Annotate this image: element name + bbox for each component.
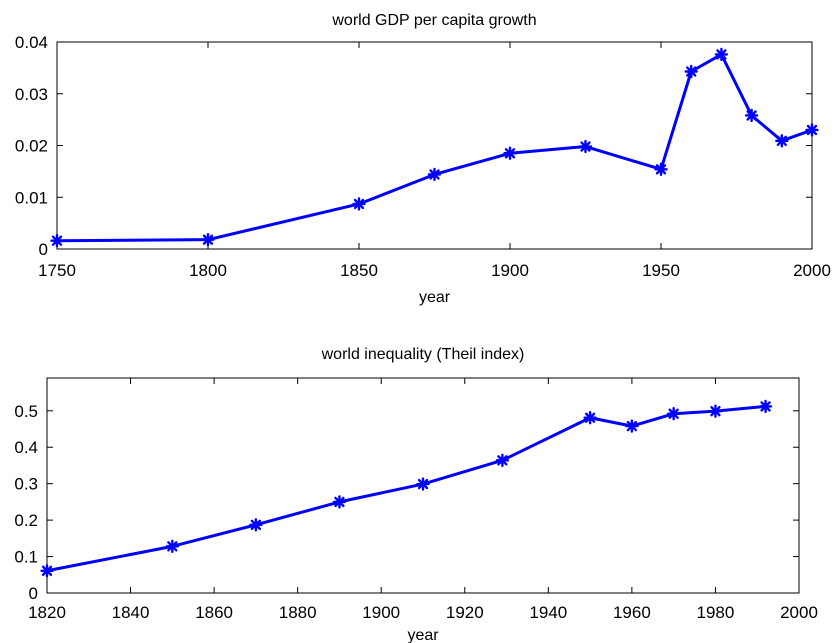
series-line (45, 404, 768, 573)
inequality-chart: world inequality (Theil index) 1820 1840 18… (14, 346, 818, 643)
y-tick-label: 0.01 (15, 188, 48, 207)
y-tick-label: 0.02 (15, 137, 48, 156)
marker-stroke (776, 135, 787, 147)
marker-stroke (806, 124, 818, 136)
x-tick-label: 1850 (340, 261, 378, 280)
data-point-marker (416, 477, 430, 491)
data-point-marker (165, 539, 180, 554)
x-tick-label: 1860 (195, 603, 233, 622)
data-point-marker (352, 197, 366, 211)
marker-stroke (626, 420, 638, 432)
data-point-marker (708, 404, 723, 418)
x-tick-label: 1750 (38, 261, 76, 280)
data-point-marker (40, 564, 54, 578)
data-point-marker (427, 167, 442, 182)
x-axis-label: year (419, 289, 451, 306)
x-tick-label: 1960 (613, 603, 651, 622)
marker-stroke (417, 478, 429, 490)
marker-stroke (250, 519, 262, 531)
data-point-marker (249, 518, 263, 532)
data-point-marker (578, 139, 593, 154)
data-point-marker (744, 108, 759, 123)
x-axis-label: year (407, 627, 439, 643)
data-point-marker (503, 146, 517, 160)
x-tick-label: 1900 (491, 261, 529, 280)
chart-title: world GDP per capita growth (331, 12, 536, 29)
y-tick-label: 0.1 (14, 548, 38, 567)
axes-frame (46, 377, 800, 594)
marker-stroke (668, 408, 679, 419)
x-tick-label: 2000 (780, 603, 818, 622)
data-point-marker (714, 47, 729, 62)
x-tick-label: 1820 (28, 603, 66, 622)
y-tick-label: 0.3 (14, 475, 38, 494)
series-line (55, 52, 814, 243)
data-point-marker (758, 399, 773, 414)
marker-stroke (202, 234, 214, 245)
marker-stroke (429, 169, 440, 180)
y-tick-label: 0.4 (14, 438, 38, 457)
data-point-marker (495, 453, 510, 468)
data-point-marker (201, 232, 215, 247)
x-tick-label: 1950 (642, 261, 680, 280)
marker-stroke (760, 401, 771, 412)
marker-stroke (497, 455, 508, 466)
data-point-marker (332, 495, 347, 509)
x-tick-label: 1800 (189, 261, 227, 280)
marker-stroke (580, 141, 591, 152)
data-point-marker (654, 162, 668, 177)
marker-stroke (353, 198, 365, 210)
marker-stroke (584, 412, 596, 423)
data-point-marker (625, 419, 639, 433)
y-tick-label: 0.5 (14, 402, 38, 421)
marker-stroke (167, 541, 178, 552)
marker-stroke (710, 406, 721, 417)
y-tick-label: 0 (39, 240, 48, 259)
marker-stroke (41, 565, 53, 576)
x-tick-label: 1840 (112, 603, 150, 622)
data-point-marker (684, 64, 698, 79)
y-tick-label: 0 (29, 584, 38, 603)
data-point-marker (666, 407, 681, 421)
data-point-marker (50, 234, 64, 248)
marker-stroke (655, 164, 667, 175)
x-tick-label: 1980 (697, 603, 735, 622)
marker-stroke (504, 148, 516, 159)
x-tick-label: 2000 (793, 261, 831, 280)
gdp-growth-chart: world GDP per capita growth 1750 1800 1850 1… (15, 12, 831, 306)
x-tick-label: 1880 (279, 603, 317, 622)
marker-stroke (334, 496, 345, 508)
marker-stroke (746, 110, 757, 121)
marker-stroke (51, 235, 63, 246)
x-tick-label: 1900 (362, 603, 400, 622)
marker-stroke (716, 49, 727, 60)
x-tick-label: 1920 (446, 603, 484, 622)
data-point-marker (775, 134, 789, 148)
data-point-marker (583, 411, 597, 425)
x-tick-label: 1940 (529, 603, 567, 622)
y-tick-label: 0.2 (14, 511, 38, 530)
data-point-marker (805, 123, 819, 137)
marker-stroke (686, 66, 697, 77)
axes-frame (56, 41, 813, 250)
chart-title: world inequality (Theil index) (321, 346, 525, 363)
y-tick-label: 0.04 (15, 33, 48, 52)
y-tick-label: 0.03 (15, 85, 48, 104)
